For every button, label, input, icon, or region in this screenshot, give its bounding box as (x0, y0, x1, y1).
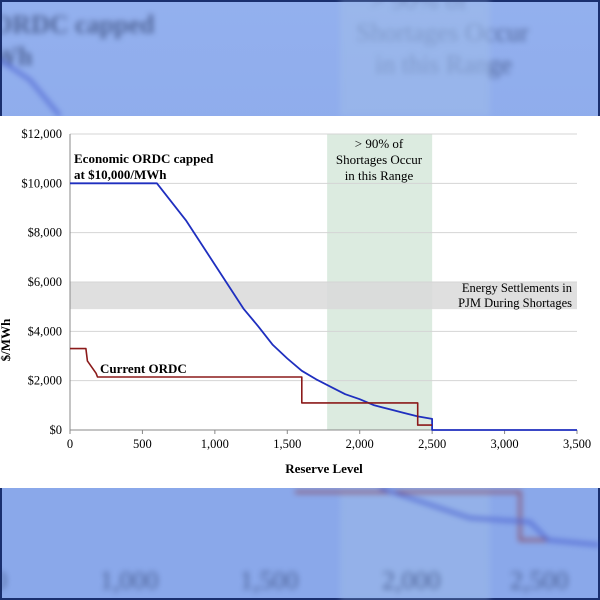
y-axis-label: $/MWh (0, 318, 13, 361)
x-tick-label: 2,000 (346, 437, 374, 451)
economic-ordc-line (70, 182, 577, 431)
chart: $0 $2,000 $4,000 $6,000 $8,000 $10,000 $12,000… (0, 127, 591, 476)
background-tick-4: 2,000 (382, 566, 441, 595)
x-axis-label: Reserve Level (285, 461, 363, 476)
background-shade-top (340, 0, 490, 116)
x-tick-label: 3,000 (491, 437, 519, 451)
background-tick-3: 1,500 (240, 566, 299, 595)
x-tick-label: 500 (133, 437, 152, 451)
y-tick-label: $8,000 (28, 226, 62, 240)
background-tick-2: 1,000 (100, 566, 159, 595)
background-label-2: Wh (0, 42, 33, 71)
y-tick-label: $2,000 (28, 374, 62, 388)
y-tick-label: $10,000 (21, 176, 62, 190)
chart-card: $0 $2,000 $4,000 $6,000 $8,000 $10,000 $12,000… (0, 116, 600, 488)
background-shade-bottom (340, 488, 490, 600)
settlement-label-line1: Energy Settlements in (462, 281, 573, 295)
y-tick-label: $12,000 (21, 127, 62, 141)
x-tick-label: 2,500 (418, 437, 446, 451)
x-tick-label: 0 (67, 437, 73, 451)
y-tick-label: $4,000 (28, 324, 62, 338)
shortage-range-label-line3: in this Range (345, 168, 414, 183)
background-label-5: in this Range (375, 50, 512, 80)
shortage-range-label-line2: Shortages Occur (336, 152, 423, 167)
tick-labels: $0 $2,000 $4,000 $6,000 $8,000 $10,000 $12,000… (21, 127, 591, 451)
x-tick-label: 1,000 (201, 437, 229, 451)
settlement-range-band (70, 282, 577, 310)
y-tick-label: $6,000 (28, 275, 62, 289)
economic-ordc-label-line2: at $10,000/MWh (74, 167, 167, 182)
series-lines (70, 182, 577, 431)
x-tick-label: 3,500 (563, 437, 591, 451)
y-tick-label: $0 (50, 423, 63, 437)
background-tick-1: 0 (0, 566, 7, 595)
economic-ordc-label-line1: Economic ORDC capped (74, 151, 214, 166)
shortage-range-label-line1: > 90% of (355, 136, 404, 151)
background-label-4: Shortages Occur (356, 18, 529, 47)
background-label-3: > 90% of (370, 0, 467, 16)
x-tick-label: 1,500 (273, 437, 301, 451)
background-label-1: ORDC capped (0, 10, 155, 39)
current-ordc-line (70, 347, 433, 426)
settlement-label-line2: PJM During Shortages (458, 296, 572, 310)
background-tick-5: 2,500 (510, 566, 569, 595)
current-ordc-label: Current ORDC (100, 361, 187, 376)
